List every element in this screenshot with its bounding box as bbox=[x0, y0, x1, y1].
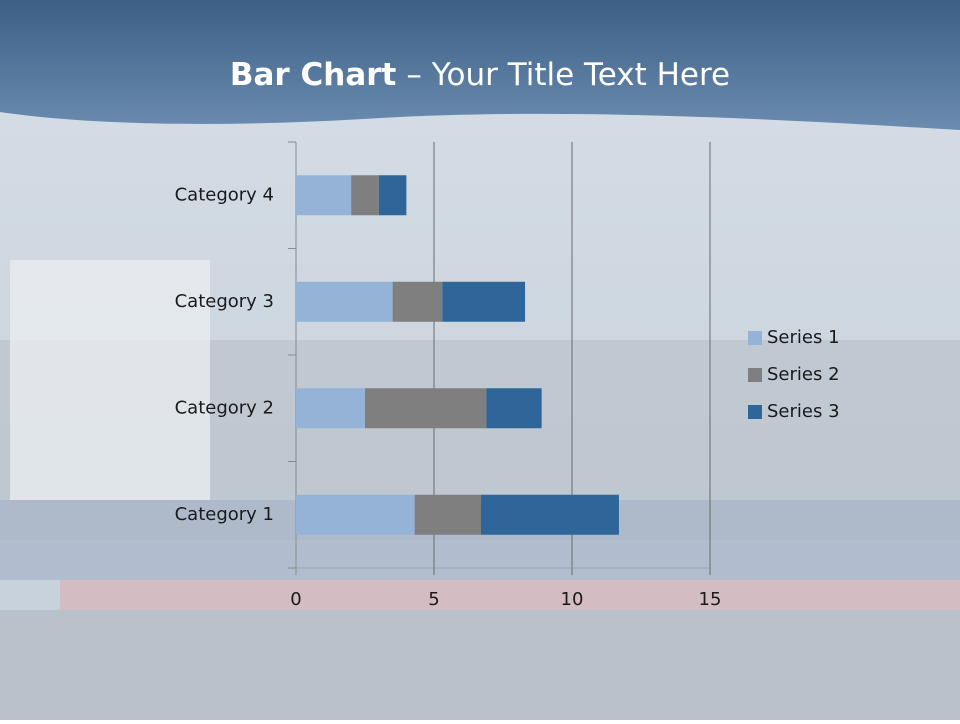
bar-segment bbox=[486, 388, 542, 429]
slide-title: Bar Chart – Your Title Text Here bbox=[230, 57, 730, 93]
legend-swatch bbox=[748, 331, 762, 345]
legend-label: Series 1 bbox=[767, 327, 840, 348]
x-tick-label: 15 bbox=[699, 589, 722, 610]
title-rest: – Your Title Text Here bbox=[406, 57, 730, 93]
category-label: Category 2 bbox=[175, 397, 274, 418]
legend-swatch bbox=[748, 368, 762, 382]
bar-segment bbox=[480, 494, 619, 535]
category-label: Category 1 bbox=[175, 504, 274, 525]
bar-segment bbox=[296, 175, 352, 216]
legend-swatch bbox=[748, 405, 762, 419]
legend-label: Series 2 bbox=[767, 364, 840, 385]
category-label: Category 4 bbox=[175, 184, 274, 205]
bar-segment bbox=[296, 388, 365, 429]
bar-segment bbox=[365, 388, 487, 429]
category-label: Category 3 bbox=[175, 291, 274, 312]
plot-area: 0 5 10 15 Category 1 Category 2 Category 3 Cate… bbox=[175, 141, 840, 610]
bar-segment bbox=[442, 281, 526, 322]
x-tick-label: 0 bbox=[290, 589, 301, 610]
bar-segment bbox=[351, 175, 379, 216]
legend-label: Series 3 bbox=[767, 401, 840, 422]
bar-segment bbox=[392, 281, 443, 322]
bar-segment bbox=[378, 175, 407, 216]
x-tick-label: 10 bbox=[561, 589, 584, 610]
bar-segment bbox=[296, 494, 415, 535]
bar-segment bbox=[414, 494, 481, 535]
x-tick-label: 5 bbox=[428, 589, 439, 610]
title-bold: Bar Chart bbox=[230, 57, 397, 93]
bar-segment bbox=[296, 281, 393, 322]
